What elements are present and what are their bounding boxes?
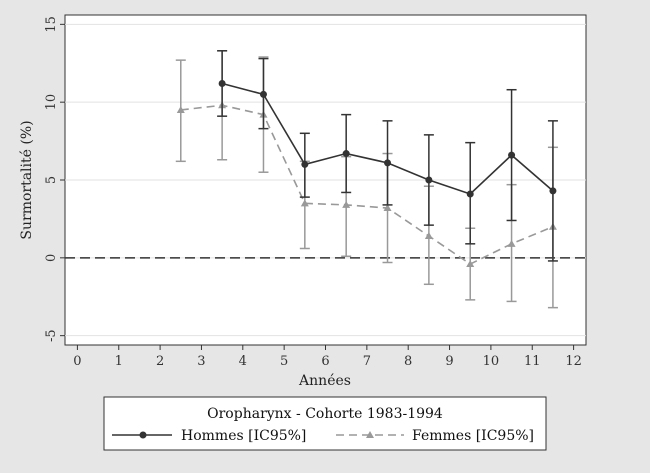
x-tick-label: 12 [565, 354, 582, 369]
data-point-femmes [383, 204, 392, 212]
x-tick-label: 8 [404, 354, 412, 369]
y-tick-label: -5 [44, 329, 59, 342]
x-tick-label: 6 [321, 354, 329, 369]
y-tick-label: 0 [44, 254, 59, 262]
data-point-hommes [342, 150, 350, 158]
x-tick-label: 3 [197, 354, 205, 369]
data-point-hommes [508, 151, 516, 159]
x-tick-label: 0 [73, 354, 81, 369]
data-point-hommes [549, 187, 557, 195]
legend-label-femmes: Femmes [IC95%] [412, 428, 534, 444]
y-tick-label: 10 [44, 94, 59, 111]
legend-marker-hommes [139, 431, 147, 439]
data-point-hommes [218, 79, 226, 87]
data-point-femmes [424, 232, 433, 240]
legend-title: Oropharynx - Cohorte 1983-1994 [207, 406, 443, 422]
data-point-hommes [425, 176, 433, 184]
series-layer [175, 50, 558, 309]
legend: Oropharynx - Cohorte 1983-1994 Hommes [I… [103, 396, 547, 451]
data-point-hommes [301, 160, 309, 168]
legend-marker-femmes [366, 431, 374, 438]
y-tick-label: 15 [44, 16, 59, 33]
data-point-hommes [259, 90, 267, 98]
data-point-hommes [466, 190, 474, 198]
x-tick-label: 10 [483, 354, 500, 369]
x-tick-label: 7 [363, 354, 371, 369]
legend-box [103, 396, 547, 451]
x-tick-label: 4 [239, 354, 247, 369]
x-axis-title: Années [298, 373, 351, 389]
series-hommes [217, 50, 558, 262]
legend-entry-femmes: Femmes [IC95%] [336, 428, 534, 444]
x-tick-label: 9 [445, 354, 453, 369]
data-point-femmes [342, 200, 351, 208]
data-point-femmes [176, 105, 185, 113]
x-tick-label: 11 [524, 354, 541, 369]
data-point-femmes [507, 239, 516, 247]
x-tick-label: 2 [156, 354, 164, 369]
y-axis-title: Surmortalité (%) [19, 120, 35, 239]
data-point-femmes [466, 260, 475, 268]
y-tick-label: 5 [44, 176, 59, 184]
legend-entry-hommes: Hommes [IC95%] [112, 428, 306, 444]
legend-label-hommes: Hommes [IC95%] [181, 428, 306, 444]
x-tick-label: 1 [115, 354, 123, 369]
data-point-femmes [300, 199, 309, 207]
x-tick-label: 5 [280, 354, 288, 369]
data-point-hommes [384, 159, 392, 167]
